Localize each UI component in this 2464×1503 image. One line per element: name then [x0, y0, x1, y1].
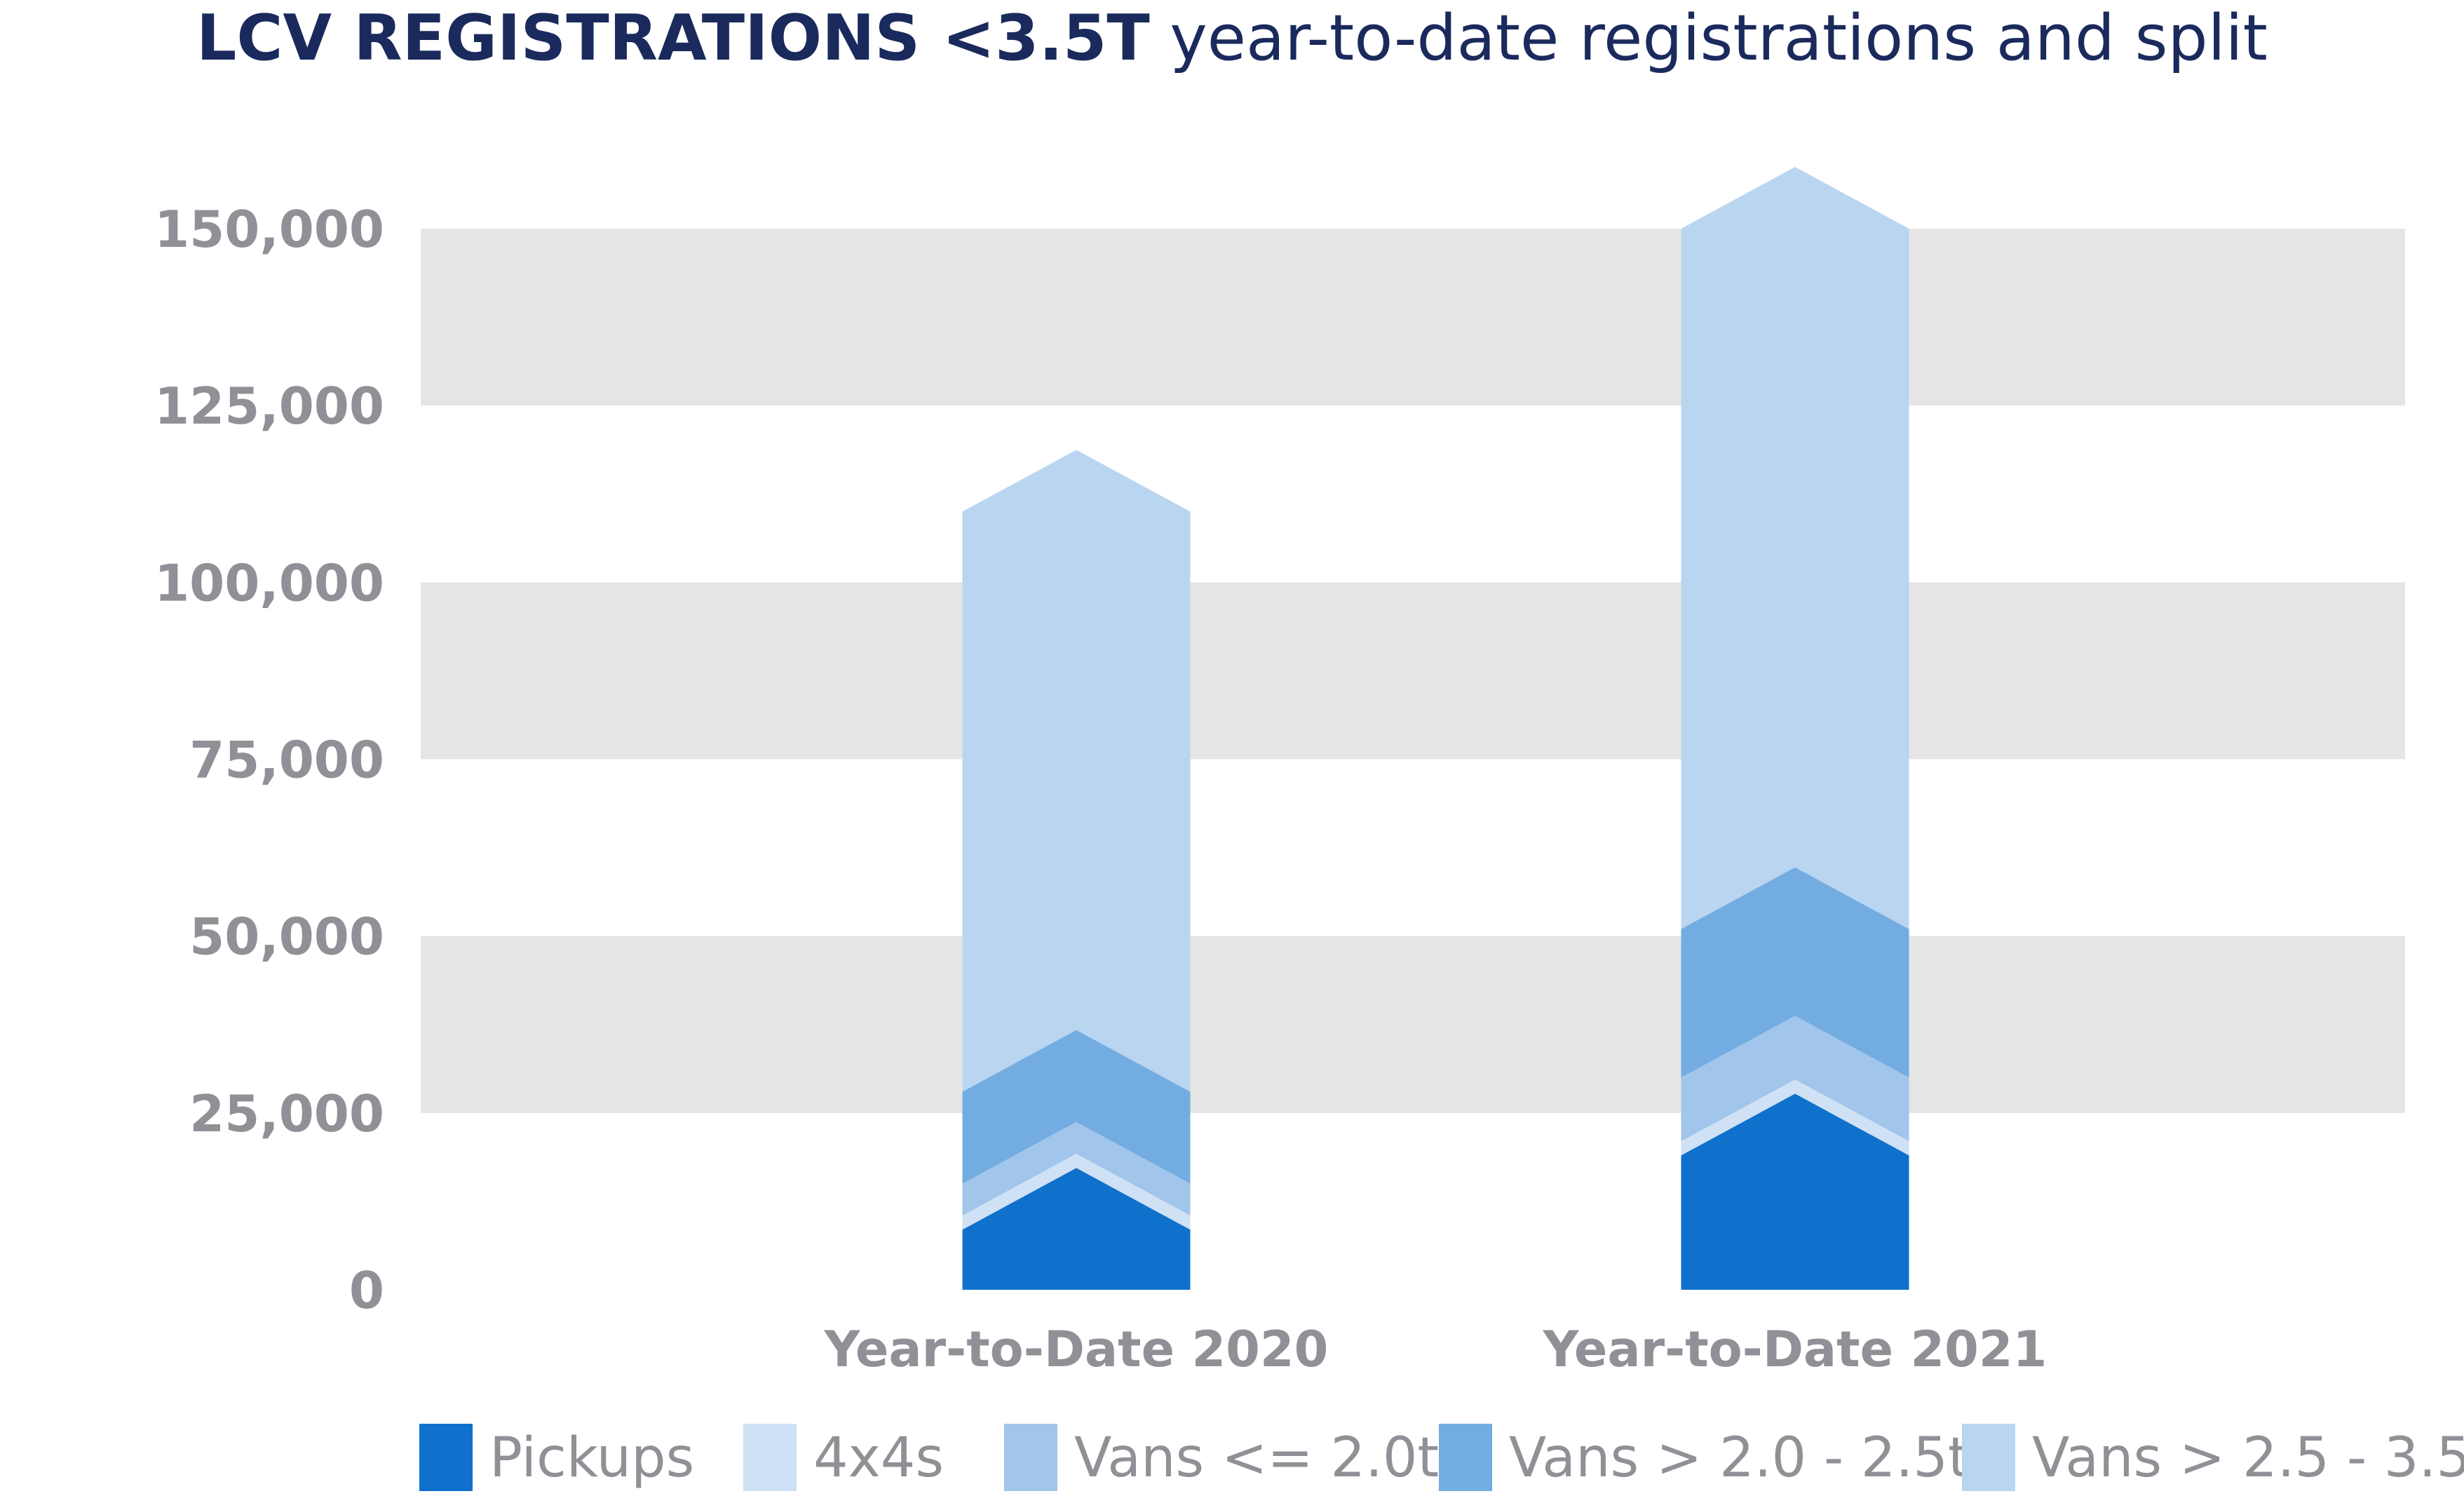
bars — [962, 167, 1909, 1290]
x-category-label: Year-to-Date 2021 — [1543, 1321, 2047, 1378]
chart-title: LCV REGISTRATIONS <3.5T year-to-date reg… — [0, 0, 2464, 77]
grid-band — [421, 229, 2405, 406]
y-tick-label: 50,000 — [189, 908, 384, 966]
y-tick-label: 0 — [349, 1261, 384, 1320]
bar-segment-4x4s — [1681, 1079, 1909, 1156]
y-axis-ticks: 0 25,000 50,000 75,000 100,000 125,000 150,000 — [154, 200, 384, 1320]
bar-segment-vans-2-5-3-5t — [1681, 167, 1909, 929]
legend-swatch — [743, 1424, 797, 1491]
grid-band — [421, 936, 2405, 1113]
bar-segment-vans-2-0-2-5t — [1681, 867, 1909, 1078]
bar-segment-vans-2-0-2-5t — [962, 1030, 1191, 1184]
bar-segment-vans-2-5-3-5t — [962, 450, 1191, 1092]
legend-swatch — [1439, 1424, 1492, 1491]
legend-swatch — [1004, 1424, 1057, 1491]
bar-segment-vans-2-0t — [962, 1121, 1191, 1216]
legend-label: Pickups — [489, 1427, 694, 1490]
legend-swatch — [419, 1424, 473, 1491]
x-category-label: Year-to-Date 2020 — [824, 1321, 1329, 1378]
bar-segment-pickups — [962, 1168, 1191, 1290]
legend-label: Vans <= 2.0t — [1074, 1427, 1439, 1490]
x-axis-categories: Year-to-Date 2020 Year-to-Date 2021 — [824, 1321, 2047, 1378]
legend-swatch — [1962, 1424, 2015, 1491]
bar-segment-vans-2-0t — [1681, 1016, 1909, 1142]
y-tick-label: 75,000 — [189, 731, 384, 790]
grid-band — [421, 582, 2405, 760]
bar-segment-pickups — [1681, 1093, 1909, 1290]
y-tick-label: 100,000 — [154, 553, 384, 612]
grid-bands — [421, 229, 2405, 1113]
bar-segment-4x4s — [962, 1154, 1191, 1230]
chart-title-bold: LCV REGISTRATIONS <3.5T — [196, 1, 1150, 75]
y-tick-label: 150,000 — [154, 200, 384, 259]
y-tick-label: 25,000 — [189, 1084, 384, 1143]
legend-label: 4x4s — [813, 1427, 944, 1490]
chart-title-light: year-to-date registrations and split — [1170, 1, 2268, 75]
legend-label: Vans > 2.0 - 2.5t — [1509, 1427, 1970, 1490]
legend: Pickups 4x4s Vans <= 2.0t Vans > 2.0 - 2.5t… — [419, 1424, 2464, 1491]
legend-label: Vans > 2.5 - 3.5t — [2032, 1427, 2464, 1490]
y-tick-label: 125,000 — [154, 377, 384, 436]
